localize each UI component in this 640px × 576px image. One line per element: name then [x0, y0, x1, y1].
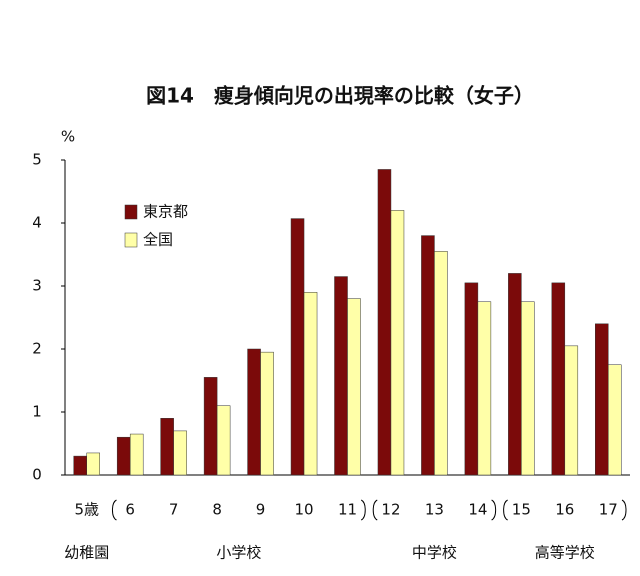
legend-swatch	[124, 232, 138, 248]
bar	[464, 282, 479, 476]
y-tick-label: 5	[32, 151, 42, 169]
bar	[247, 348, 261, 476]
y-tick-label: 0	[32, 466, 42, 484]
y-axis-label: %	[61, 128, 75, 146]
bar	[608, 364, 622, 476]
bar	[434, 251, 448, 476]
bar	[347, 298, 361, 476]
group-bracket	[503, 499, 627, 521]
bar	[421, 235, 435, 476]
group-label: 幼稚園	[64, 544, 109, 562]
bar	[595, 323, 609, 476]
bar	[203, 377, 218, 476]
legend-swatch	[124, 204, 138, 220]
y-tick-label: 2	[32, 340, 42, 358]
bar	[290, 218, 305, 476]
group-label: 中学校	[412, 544, 457, 562]
legend-label: 東京都	[143, 203, 188, 221]
bar	[521, 301, 535, 476]
legend-label: 全国	[143, 231, 173, 249]
x-tick-label: 13	[425, 501, 444, 519]
bar	[160, 418, 174, 476]
x-tick-label: 15	[512, 501, 531, 519]
x-tick-label: 10	[294, 501, 313, 519]
bar	[551, 282, 566, 476]
bar	[86, 452, 100, 476]
group-bracket	[111, 499, 366, 521]
bar	[508, 273, 522, 476]
bar	[260, 351, 274, 476]
bar	[334, 276, 348, 476]
bar	[377, 169, 392, 476]
chart-title: 図14 痩身傾向児の出現率の比較（女子）	[146, 84, 534, 108]
bar	[173, 430, 187, 476]
y-tick-label: 1	[32, 403, 42, 421]
group-label: 小学校	[216, 544, 261, 562]
bar	[390, 210, 405, 476]
bar	[216, 405, 231, 476]
x-tick-label: 17	[599, 501, 618, 519]
x-tick-label: 7	[169, 501, 179, 519]
y-tick-label: 4	[32, 214, 42, 232]
x-tick-label: 5歳	[74, 501, 99, 519]
x-tick-label: 14	[468, 501, 487, 519]
x-tick-label: 16	[555, 501, 574, 519]
bar	[116, 436, 131, 476]
x-tick-label: 6	[125, 501, 135, 519]
group-bracket	[372, 499, 497, 521]
y-tick-label: 3	[32, 277, 42, 295]
bar	[564, 345, 579, 476]
x-tick-label: 12	[381, 501, 400, 519]
bar	[129, 433, 144, 476]
x-tick-label: 8	[212, 501, 222, 519]
group-label: 高等学校	[535, 544, 595, 562]
bar	[73, 455, 87, 476]
x-tick-label: 11	[338, 501, 357, 519]
x-tick-label: 9	[256, 501, 266, 519]
bar	[477, 301, 492, 476]
bar	[303, 292, 318, 476]
